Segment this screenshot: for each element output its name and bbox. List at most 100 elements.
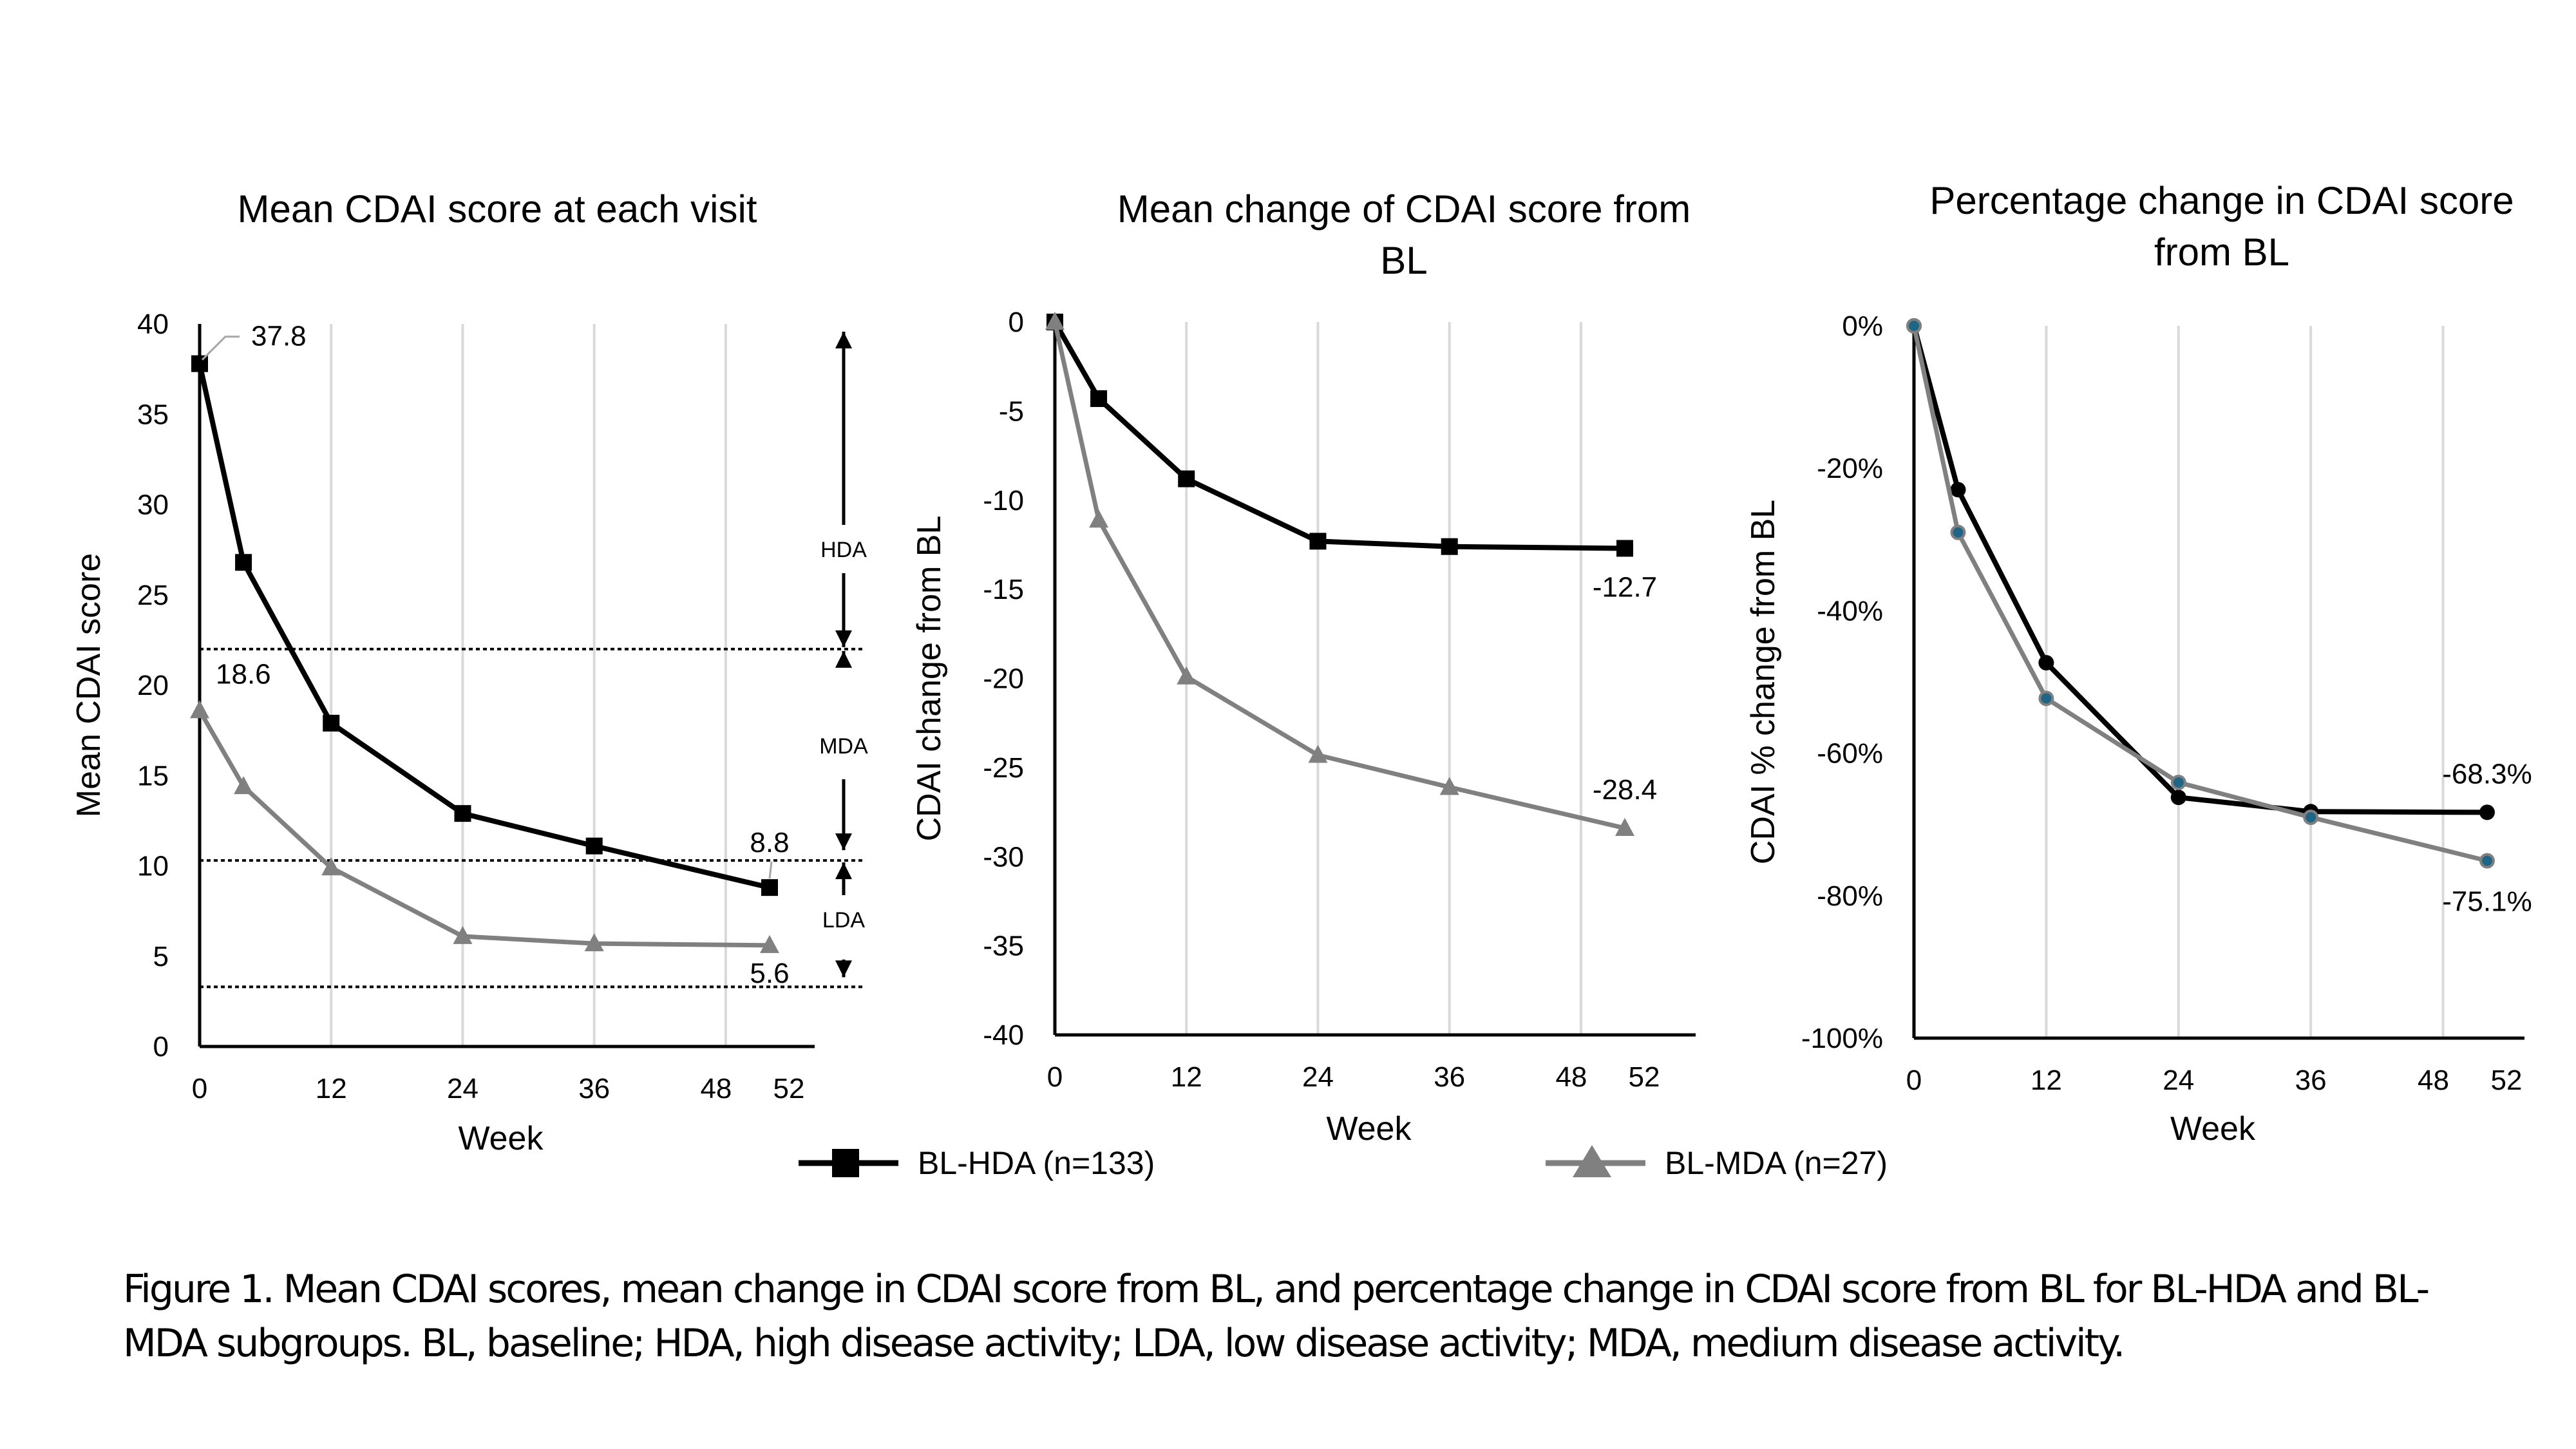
x-axis-label: Week xyxy=(2170,1110,2256,1148)
data-label: -12.7 xyxy=(1593,571,1657,603)
data-label: 5.6 xyxy=(750,958,789,989)
data-label: 18.6 xyxy=(216,658,271,690)
y-tick-label: 25 xyxy=(137,580,169,611)
x-tick-label: 52 xyxy=(1629,1061,1660,1093)
chart-mean-change: Mean change of CDAI score from BL 0 -5 -10 -1… xyxy=(911,187,1696,1148)
x-tick-label: 52 xyxy=(2491,1065,2523,1096)
data-point xyxy=(1177,666,1197,685)
data-point xyxy=(2303,810,2319,826)
leader-line xyxy=(768,861,773,879)
chart-title: from BL xyxy=(2154,231,2289,274)
series-line xyxy=(1911,325,2488,815)
data-point xyxy=(2038,655,2054,671)
y-tick-label: 15 xyxy=(137,760,169,791)
y-tick-label: -60% xyxy=(1817,738,1883,770)
y-tick-label: -5 xyxy=(999,395,1024,427)
y-axis-label: Mean CDAI score xyxy=(70,553,108,817)
caption-line-1: Figure 1. Mean CDAI scores, mean change … xyxy=(123,1267,2430,1312)
x-tick-label: 48 xyxy=(1555,1061,1587,1093)
data-point xyxy=(1615,817,1634,836)
series-line xyxy=(1911,325,2488,864)
legend-label: BL-MDA (n=27) xyxy=(1665,1145,1888,1181)
y-tick-label: -25 xyxy=(983,752,1024,784)
data-label: 8.8 xyxy=(750,827,789,858)
data-point xyxy=(1906,318,1922,334)
data-label: -28.4 xyxy=(1593,774,1657,806)
y-tick-label: -30 xyxy=(983,841,1024,873)
zone-label: LDA xyxy=(822,908,865,933)
data-label: -68.3% xyxy=(2442,758,2532,790)
data-point xyxy=(2170,774,2186,790)
zone-arrow-down-head xyxy=(835,833,852,851)
zone-arrow-down-head xyxy=(835,960,852,978)
data-point xyxy=(2479,804,2495,820)
y-axis-label: CDAI % change from BL xyxy=(1745,500,1782,864)
data-point xyxy=(1045,312,1065,330)
zone-label: HDA xyxy=(820,538,867,562)
caption-line-2: MDA subgroups. BL, baseline; HDA, high d… xyxy=(123,1321,2125,1366)
x-tick-label: 24 xyxy=(447,1073,478,1104)
data-point xyxy=(235,554,252,571)
chart-percent-change: Percentage change in CDAI score from BL 0%… xyxy=(1745,179,2532,1148)
data-label: -75.1% xyxy=(2442,886,2532,918)
zone-arrow-up-head xyxy=(835,332,852,348)
data-point xyxy=(1950,524,1966,540)
data-point xyxy=(1308,744,1328,763)
y-tick-label: -15 xyxy=(983,574,1024,605)
x-tick-label: 36 xyxy=(1434,1061,1465,1093)
figure-caption: Figure 1. Mean CDAI scores, mean change … xyxy=(123,1262,2474,1370)
y-tick-label: 35 xyxy=(137,399,169,430)
chart-mean-cdai: Mean CDAI score at each visit 0 5 10 15 20 25 3… xyxy=(70,187,868,1157)
x-tick-label: 12 xyxy=(1171,1061,1202,1093)
series-line xyxy=(197,709,770,948)
y-tick-label: -10 xyxy=(983,485,1024,516)
y-tick-label: 30 xyxy=(137,489,169,521)
x-tick-label: 36 xyxy=(2295,1065,2327,1096)
x-tick-label: 24 xyxy=(2163,1065,2194,1096)
data-point xyxy=(323,714,340,732)
chart-title: Mean change of CDAI score from xyxy=(1117,187,1690,231)
y-axis-label: CDAI change from BL xyxy=(911,516,948,842)
data-point xyxy=(1090,390,1108,408)
x-axis-label: Week xyxy=(1327,1110,1412,1148)
zone-label: MDA xyxy=(819,734,868,759)
data-label: 37.8 xyxy=(251,321,307,352)
chart-title: BL xyxy=(1380,239,1427,282)
x-tick-label: 0 xyxy=(1906,1065,1922,1096)
data-point xyxy=(453,925,473,944)
y-tick-label: -40% xyxy=(1817,595,1883,627)
data-point xyxy=(760,934,779,953)
x-tick-label: 24 xyxy=(1302,1061,1334,1093)
y-tick-label: -20 xyxy=(983,663,1024,695)
y-tick-label: -35 xyxy=(983,931,1024,962)
y-tick-label: 0 xyxy=(153,1031,169,1063)
y-tick-label: 20 xyxy=(137,670,169,701)
legend: BL-HDA (n=133) BL-MDA (n=27) xyxy=(799,1145,1888,1181)
x-tick-label: 48 xyxy=(700,1073,732,1104)
x-axis-label: Week xyxy=(459,1120,544,1157)
data-point xyxy=(2479,853,2495,869)
x-tick-label: 12 xyxy=(316,1073,347,1104)
data-point xyxy=(1089,509,1109,528)
data-point xyxy=(1178,470,1195,488)
data-point xyxy=(585,837,603,855)
legend-label: BL-HDA (n=133) xyxy=(918,1145,1155,1181)
data-point xyxy=(1950,482,1966,498)
data-point xyxy=(584,933,604,952)
data-point xyxy=(2038,690,2054,706)
y-tick-label: -80% xyxy=(1817,880,1883,912)
x-tick-label: 36 xyxy=(578,1073,610,1104)
y-tick-label: 40 xyxy=(137,308,169,340)
data-point xyxy=(1441,538,1458,555)
data-point xyxy=(234,776,254,795)
legend-triangle-marker xyxy=(1573,1145,1611,1177)
data-point xyxy=(454,805,471,822)
x-tick-label: 0 xyxy=(192,1073,207,1104)
data-point xyxy=(2170,790,2186,806)
series-line xyxy=(1052,321,1625,551)
series-line xyxy=(197,363,770,891)
data-point xyxy=(761,879,778,896)
x-tick-label: 48 xyxy=(2418,1065,2449,1096)
x-tick-label: 0 xyxy=(1047,1061,1063,1093)
